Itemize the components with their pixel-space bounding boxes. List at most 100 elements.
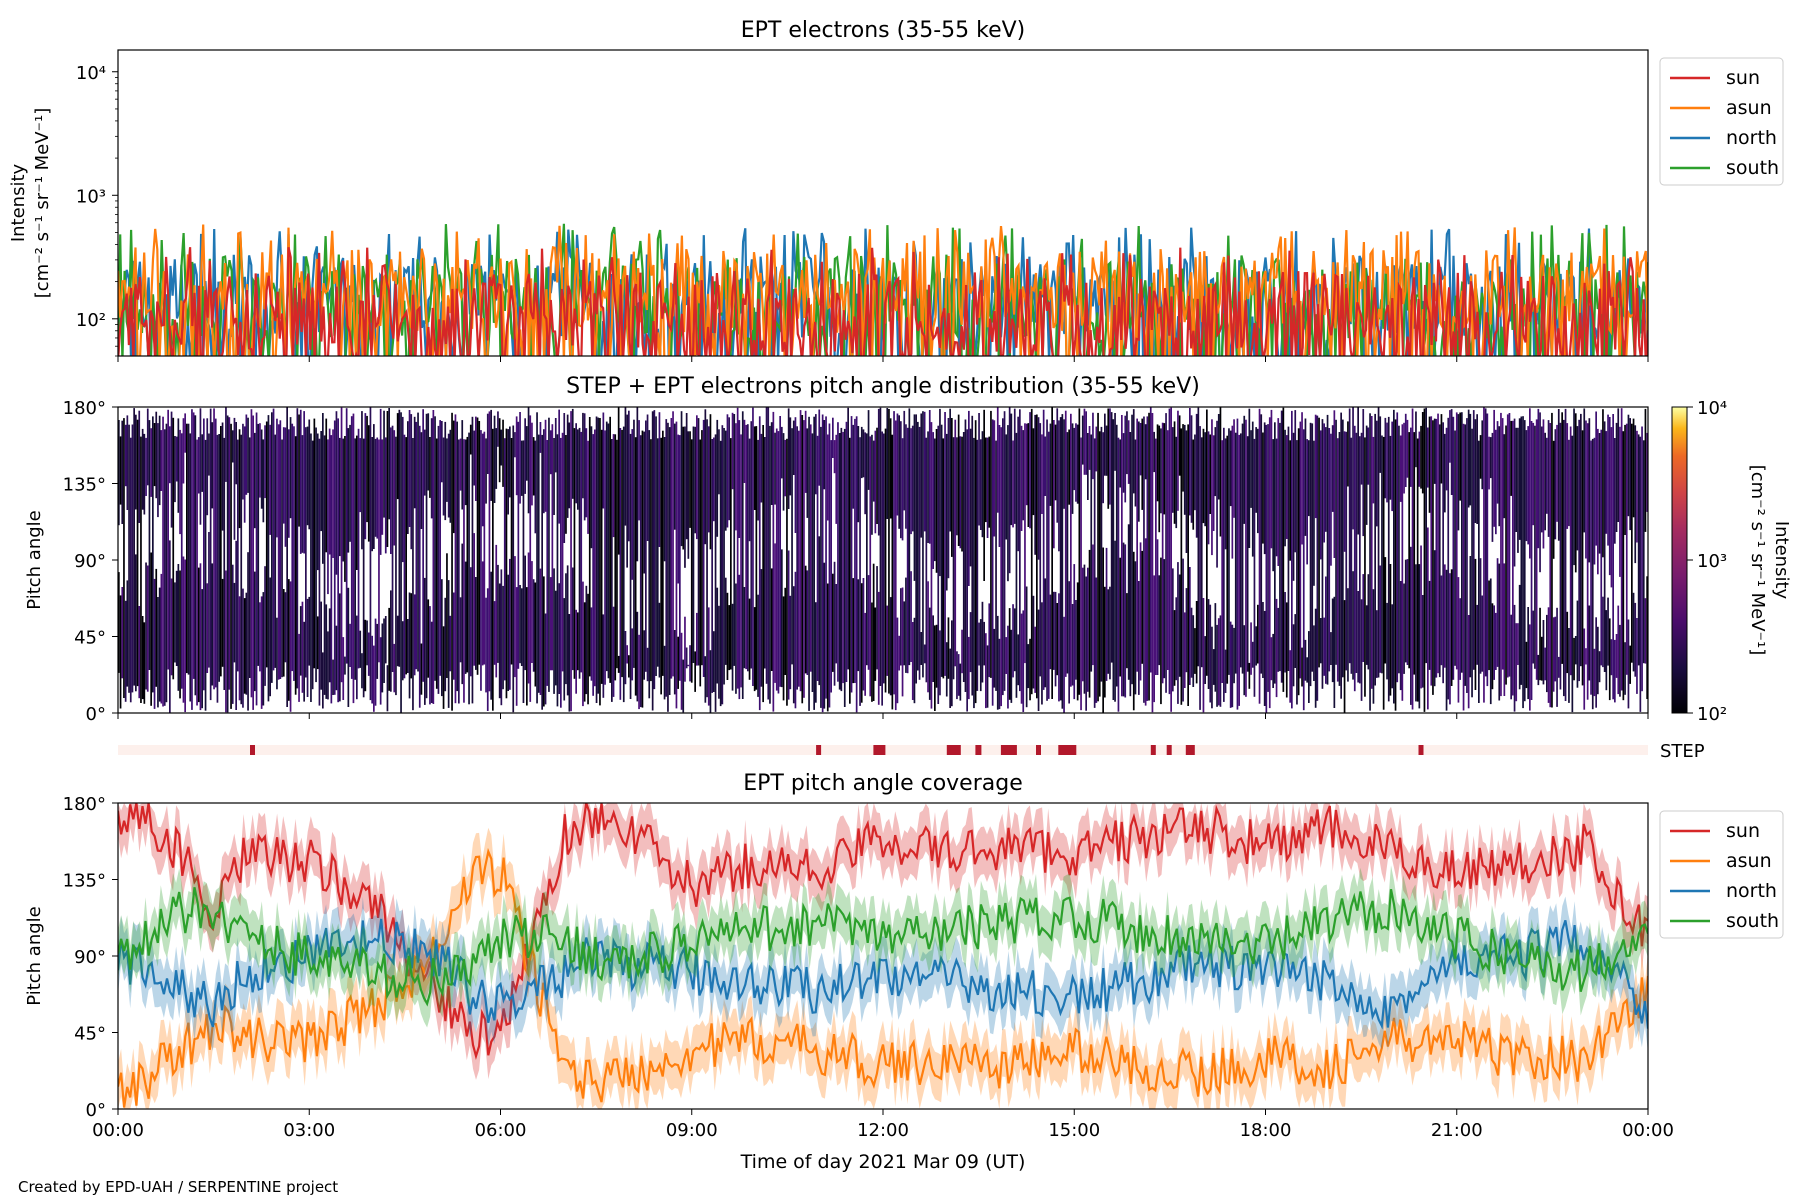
heatmap-cell xyxy=(1211,626,1213,709)
heatmap-cell xyxy=(140,436,142,703)
heatmap-cell xyxy=(500,429,503,466)
heatmap-cell xyxy=(585,585,588,695)
heatmap-cell xyxy=(609,416,611,683)
heatmap-cell xyxy=(1053,420,1055,549)
y-tick-label: 0° xyxy=(86,704,106,725)
heatmap-cell xyxy=(289,417,292,519)
heatmap-cell xyxy=(330,435,333,704)
heatmap-cell xyxy=(1151,413,1154,713)
heatmap-cell xyxy=(1240,433,1242,668)
heatmap-cell xyxy=(1386,422,1388,503)
heatmap-cell xyxy=(1552,440,1555,559)
heatmap-cell xyxy=(1627,619,1630,709)
heatmap-cell xyxy=(891,434,894,710)
heatmap-cell xyxy=(544,419,547,512)
heatmap-cell xyxy=(578,427,581,679)
heatmap-cell xyxy=(157,597,159,708)
heatmap-cell xyxy=(755,426,758,690)
heatmap-cell xyxy=(150,552,152,706)
heatmap-cell xyxy=(1369,413,1371,711)
heatmap-cell xyxy=(1644,408,1647,532)
heatmap-cell xyxy=(233,582,236,663)
heatmap-cell xyxy=(1408,432,1410,669)
heatmap-cell xyxy=(816,435,819,681)
panel1-ylabel-units: [cm⁻² s⁻¹ sr⁻¹ MeV⁻¹] xyxy=(32,108,53,299)
heatmap-cell xyxy=(1138,581,1140,695)
heatmap-cell xyxy=(1122,542,1125,697)
heatmap-cell xyxy=(252,415,254,710)
heatmap-cell xyxy=(1148,412,1150,701)
heatmap-cell xyxy=(905,577,907,673)
heatmap-cell xyxy=(1347,588,1349,682)
heatmap-cell xyxy=(1573,408,1575,566)
heatmap-cell xyxy=(507,574,509,691)
heatmap-cell xyxy=(1624,642,1626,695)
heatmap-cell xyxy=(1309,422,1312,687)
heatmap-cell xyxy=(498,418,501,483)
heatmap-cell xyxy=(949,648,951,708)
heatmap-cell xyxy=(1234,432,1237,674)
heatmap-cell xyxy=(1532,422,1535,526)
heatmap-cell xyxy=(714,434,717,712)
panel4-lines xyxy=(118,803,1648,1109)
heatmap-cell xyxy=(1185,588,1188,673)
y-tick-label: 45° xyxy=(74,1024,106,1045)
heatmap-cell xyxy=(519,585,521,664)
heatmap-cell xyxy=(905,424,907,529)
heatmap-cell xyxy=(1466,418,1468,693)
heatmap-cell xyxy=(1440,575,1443,666)
heatmap-cell xyxy=(1020,425,1023,531)
heatmap-cell xyxy=(1255,427,1257,513)
heatmap-cell xyxy=(384,616,387,664)
heatmap-cell xyxy=(1223,427,1225,702)
heatmap-cell xyxy=(1398,425,1400,674)
heatmap-cell xyxy=(1590,440,1592,695)
heatmap-cell xyxy=(520,440,523,496)
heatmap-cell xyxy=(349,424,351,542)
heatmap-cell xyxy=(1076,582,1079,701)
heatmap-cell xyxy=(1037,417,1040,560)
heatmap-cell xyxy=(1313,625,1315,681)
heatmap-cell xyxy=(429,606,431,705)
heatmap-cell xyxy=(594,429,596,687)
heatmap-cell xyxy=(818,536,821,686)
heatmap-cell xyxy=(138,606,141,699)
heatmap-cell xyxy=(1416,438,1419,702)
heatmap-cell xyxy=(1357,591,1359,683)
heatmap-cell xyxy=(146,565,149,692)
heatmap-cell xyxy=(1153,575,1155,703)
heatmap-cell xyxy=(1529,624,1531,711)
heatmap-cell xyxy=(1095,577,1098,703)
heatmap-cell xyxy=(1629,645,1631,684)
heatmap-cell xyxy=(806,428,809,518)
heatmap-cell xyxy=(1085,576,1087,711)
heatmap-cell xyxy=(1010,413,1013,526)
heatmap-cell xyxy=(1102,432,1104,504)
heatmap-cell xyxy=(1126,411,1128,475)
heatmap-cell xyxy=(830,440,832,693)
heatmap-cell xyxy=(935,624,938,688)
heatmap-cell xyxy=(1314,414,1317,519)
heatmap-cell xyxy=(697,418,700,666)
heatmap-cell xyxy=(439,420,441,676)
heatmap-cell xyxy=(707,607,710,706)
heatmap-cell xyxy=(1054,591,1057,687)
heatmap-cell xyxy=(888,409,890,694)
heatmap-cell xyxy=(1066,432,1069,674)
heatmap-cell xyxy=(1085,411,1087,475)
heatmap-cell xyxy=(361,411,363,550)
heatmap-cell xyxy=(1139,423,1142,476)
heatmap-cell xyxy=(1488,580,1490,671)
heatmap-cell xyxy=(558,583,560,694)
heatmap-cell xyxy=(1513,418,1516,567)
heatmap-cell xyxy=(175,436,178,482)
coverage-band-asun xyxy=(118,827,1648,1109)
heatmap-cell xyxy=(1168,408,1171,695)
heatmap-cell xyxy=(1491,603,1494,690)
heatmap-cell xyxy=(770,422,773,505)
heatmap-cell xyxy=(391,425,394,672)
heatmap-cell xyxy=(383,618,385,683)
panel4-title: EPT pitch angle coverage xyxy=(743,771,1023,796)
heatmap-cell xyxy=(582,412,584,499)
heatmap-cell xyxy=(1539,412,1541,573)
